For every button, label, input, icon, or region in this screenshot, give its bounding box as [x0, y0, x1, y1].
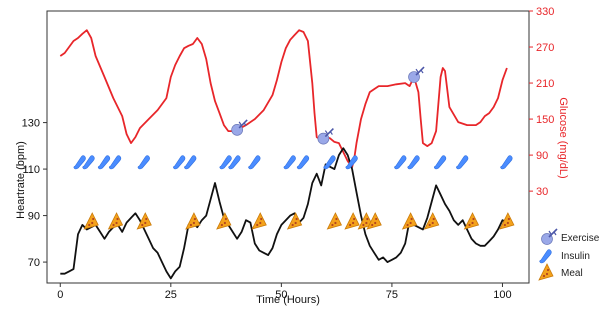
- x-tick-label-0: 0: [57, 289, 63, 301]
- insulin-marker-7: [219, 155, 232, 170]
- legend: Exercise Insulin Meal: [538, 228, 600, 281]
- meal-marker-6: [286, 212, 303, 230]
- meal-marker-3: [185, 212, 201, 230]
- meal-marker-13: [463, 212, 480, 230]
- insulin-marker-3: [108, 155, 122, 170]
- plot-frame: [46, 10, 530, 284]
- left-y-axis: 70 90 110 130: [22, 118, 47, 269]
- insulin-marker-17: [456, 155, 469, 170]
- exercise-icon: [541, 228, 558, 245]
- insulin-marker-6: [184, 155, 197, 170]
- insulin-marker-9: [248, 155, 261, 170]
- insulin-marker-15: [407, 155, 420, 170]
- meal-icon: [538, 263, 554, 281]
- left-axis-title: Heartrate (bpm): [15, 141, 27, 219]
- meal-marker-4: [216, 212, 232, 230]
- meal-marker-11: [401, 212, 418, 230]
- insulin-marker-8: [228, 155, 241, 170]
- exercise-marker-1: [317, 128, 334, 145]
- meal-marker-1: [107, 212, 124, 230]
- exercise-marker-2: [408, 66, 425, 83]
- heartrate-line: [60, 147, 508, 280]
- insulin-marker-2: [97, 155, 111, 170]
- insulin-marker-12: [323, 155, 336, 170]
- insulin-marker-0: [73, 155, 86, 170]
- left-tick-label-130: 130: [22, 118, 40, 130]
- left-tick-label-110: 110: [22, 164, 40, 176]
- right-tick-label-30: 30: [536, 186, 548, 198]
- insulin-marker-1: [82, 155, 95, 170]
- x-tick-label-50: 50: [275, 289, 287, 301]
- left-tick-label-90: 90: [28, 211, 40, 223]
- x-axis-title: Time (Hours): [256, 294, 320, 306]
- right-tick-label-90: 90: [536, 150, 548, 162]
- legend-label-exercise: Exercise: [561, 233, 600, 244]
- events-layer: [73, 66, 515, 230]
- series-layer: [59, 29, 508, 280]
- right-axis-title: Glucose (mg/dL): [557, 97, 569, 178]
- right-tick-label-270: 270: [536, 42, 554, 54]
- insulin-marker-13: [345, 155, 358, 170]
- insulin-marker-14: [394, 155, 407, 170]
- meal-marker-10: [366, 212, 382, 230]
- meal-marker-2: [136, 212, 152, 230]
- legend-label-meal: Meal: [561, 268, 583, 279]
- insulin-marker-5: [173, 155, 186, 170]
- exercise-marker-0: [231, 119, 248, 136]
- legend-label-insulin: Insulin: [561, 251, 590, 262]
- x-axis: 0 25 50 75 100: [57, 283, 512, 301]
- insulin-marker-4: [137, 155, 150, 170]
- right-tick-label-150: 150: [536, 114, 554, 126]
- insulin-icon: [539, 249, 552, 264]
- left-tick-label-70: 70: [28, 257, 40, 269]
- insulin-marker-16: [433, 155, 447, 170]
- right-tick-label-210: 210: [536, 78, 554, 90]
- glucose-line: [59, 29, 508, 169]
- meal-marker-0: [83, 212, 99, 230]
- meal-marker-12: [423, 212, 440, 230]
- meal-marker-14: [499, 212, 515, 230]
- meal-marker-5: [251, 212, 267, 230]
- x-tick-label-25: 25: [165, 289, 177, 301]
- x-tick-label-75: 75: [386, 289, 398, 301]
- insulin-marker-10: [283, 155, 296, 170]
- insulin-marker-11: [296, 155, 310, 170]
- insulin-marker-18: [500, 155, 513, 170]
- meal-marker-7: [326, 212, 343, 230]
- right-tick-label-330: 330: [536, 6, 554, 18]
- meal-marker-8: [344, 212, 360, 230]
- right-y-axis: 30 90 150 210 270 330: [529, 6, 554, 198]
- x-tick-label-100: 100: [493, 289, 511, 301]
